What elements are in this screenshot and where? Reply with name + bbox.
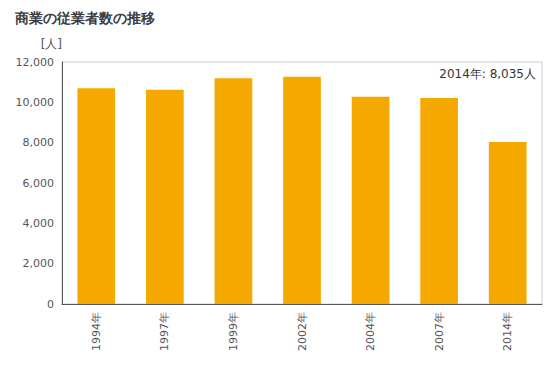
svg-text:0: 0 xyxy=(47,298,54,311)
svg-text:6,000: 6,000 xyxy=(23,177,55,190)
svg-text:1994年: 1994年 xyxy=(90,312,103,351)
svg-text:8,000: 8,000 xyxy=(23,136,55,149)
svg-text:2014年: 2014年 xyxy=(501,312,514,351)
svg-text:2004年: 2004年 xyxy=(364,312,377,351)
svg-text:4,000: 4,000 xyxy=(23,217,55,230)
svg-text:10,000: 10,000 xyxy=(16,96,55,109)
svg-text:12,000: 12,000 xyxy=(16,56,55,69)
svg-text:2,000: 2,000 xyxy=(23,257,55,270)
svg-text:2002年: 2002年 xyxy=(296,312,309,351)
svg-text:商業の従業者数の推移: 商業の従業者数の推移 xyxy=(14,10,155,26)
svg-text:1999年: 1999年 xyxy=(227,312,240,351)
svg-text:2014年: 8,035人: 2014年: 8,035人 xyxy=(439,67,536,81)
svg-text:[人]: [人] xyxy=(41,37,62,51)
svg-text:2007年: 2007年 xyxy=(433,312,446,351)
svg-text:1997年: 1997年 xyxy=(158,312,171,351)
